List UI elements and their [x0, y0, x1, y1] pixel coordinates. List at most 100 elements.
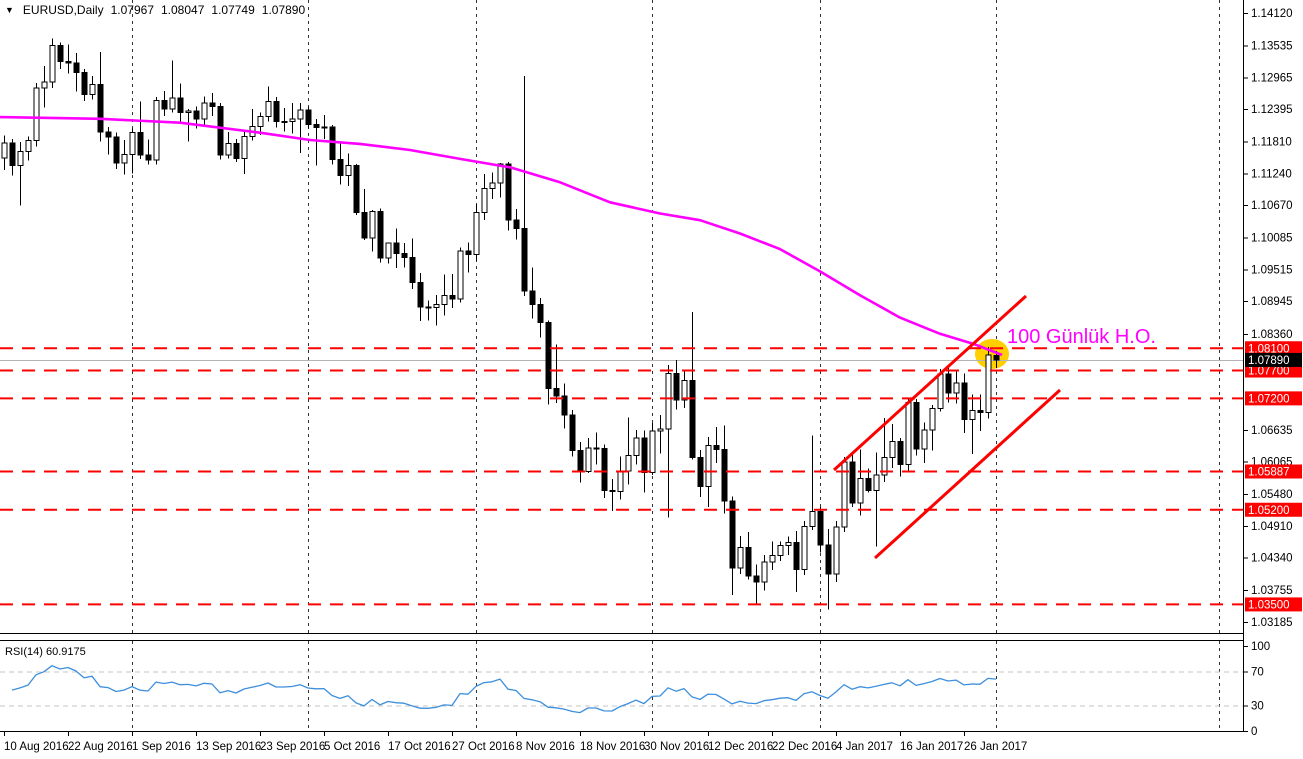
candle-body [465, 250, 472, 256]
candle-body [865, 478, 872, 491]
date-label: 30 Nov 2016 [644, 741, 709, 753]
candle-body [345, 165, 352, 177]
price-tick-label: 1.10670 [1251, 200, 1293, 212]
candle-body [321, 126, 328, 129]
candle-body [401, 253, 408, 258]
candle-body [145, 154, 152, 161]
date-label: 16 Jan 2017 [900, 741, 963, 753]
date-label: 8 Nov 2016 [516, 741, 575, 753]
candle-body [89, 83, 96, 95]
candle-body [137, 132, 144, 156]
symbol-period-label: EURUSD,Daily [22, 3, 104, 17]
candle-body [857, 478, 864, 504]
candle-body [105, 131, 112, 138]
candle-body [593, 447, 600, 450]
trendline[interactable] [832, 294, 1028, 472]
rsi-line [11, 665, 997, 714]
candle-body [881, 456, 888, 476]
level-badge-label: 1.07200 [1248, 393, 1290, 405]
rsi-indicator-label: RSI(14) 60.9175 [5, 646, 86, 658]
candle-body [801, 525, 808, 570]
candle-body [953, 382, 960, 394]
candle-body [57, 44, 64, 62]
ma-annotation-text[interactable]: 100 Günlük H.O. [1007, 326, 1156, 348]
level-badge[interactable] [1245, 391, 1302, 406]
candle-body [689, 380, 696, 458]
candle-body [153, 99, 160, 161]
candle-body [537, 303, 544, 324]
trendline[interactable] [873, 388, 1062, 560]
candle-body [129, 132, 136, 155]
rsi-tick-label: 100 [1251, 641, 1270, 653]
candle-body [849, 461, 856, 504]
candle-body [825, 544, 832, 575]
candle-body [497, 163, 504, 184]
price-tick-label: 1.03185 [1251, 617, 1293, 629]
price-tick-label: 1.12965 [1251, 72, 1293, 84]
candle-body [265, 101, 272, 118]
candle-body [873, 474, 880, 491]
candle-body [641, 437, 648, 473]
candle-body [713, 445, 720, 451]
candle-body [905, 401, 912, 466]
date-label: 10 Aug 2016 [4, 741, 69, 753]
candle-body [753, 575, 760, 583]
candle-body [209, 102, 216, 108]
candle-body [193, 110, 200, 120]
candle-body [913, 401, 920, 450]
candle-body [585, 447, 592, 472]
candle-body [289, 118, 296, 123]
price-tick-label: 1.08945 [1251, 296, 1293, 308]
price-tick-label: 1.11810 [1251, 137, 1292, 149]
candle-body [681, 380, 688, 401]
candle-body [313, 123, 320, 129]
candle-body [889, 440, 896, 458]
candle-body [121, 153, 128, 164]
candle-body [257, 116, 264, 128]
candle-body [777, 544, 784, 556]
candle-body [457, 250, 464, 300]
level-badge[interactable] [1245, 597, 1302, 612]
candle-body [473, 211, 480, 256]
candle-body [233, 142, 240, 159]
candle-body [393, 242, 400, 255]
date-label: 26 Jan 2017 [964, 741, 1027, 753]
candle-body [929, 407, 936, 431]
candle-body [65, 60, 72, 64]
price-tick-label: 1.14120 [1251, 8, 1293, 20]
date-label: 23 Sep 2016 [260, 741, 325, 753]
ohlc-close: 1.07890 [261, 3, 306, 17]
candle-body [97, 83, 104, 133]
level-badge[interactable] [1245, 502, 1302, 517]
price-tick-label: 1.10085 [1251, 233, 1293, 245]
level-badge[interactable] [1245, 464, 1302, 479]
highlight-circle[interactable] [975, 339, 1009, 369]
candle-body [673, 372, 680, 401]
candle-body [33, 87, 40, 142]
candle-body [561, 395, 568, 416]
candle-body [785, 542, 792, 546]
candle-body [329, 126, 336, 160]
candle-body [945, 373, 952, 394]
candle-body [385, 242, 392, 259]
candle-body [545, 322, 552, 389]
date-label: 1 Sep 2016 [132, 741, 191, 753]
ohlc-open: 1.07967 [110, 3, 154, 17]
level-badge[interactable] [1245, 341, 1302, 356]
date-label: 27 Oct 2016 [452, 741, 515, 753]
level-badge[interactable] [1245, 363, 1302, 378]
candle-body [817, 510, 824, 546]
candle-body [633, 437, 640, 457]
candle-body [361, 211, 368, 239]
candle-body [809, 510, 816, 527]
candle-body [729, 500, 736, 569]
level-badge-label: 1.05887 [1248, 466, 1290, 478]
date-label: 13 Sep 2016 [196, 741, 261, 753]
candle-body [169, 97, 176, 110]
level-badge-label: 1.07700 [1248, 366, 1290, 378]
candle-body [577, 450, 584, 472]
candle-body [601, 447, 608, 491]
candle-body [433, 303, 440, 309]
